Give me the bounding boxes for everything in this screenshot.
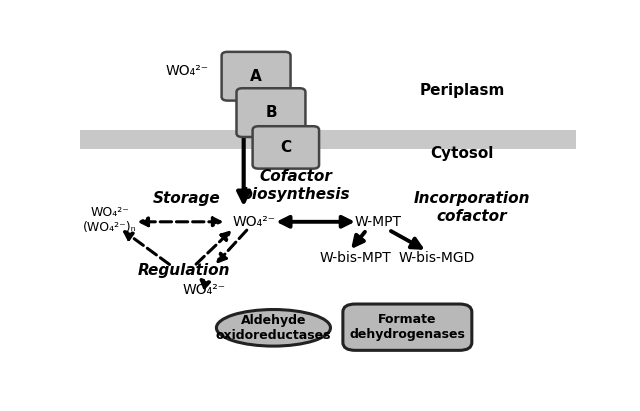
Text: Formate
dehydrogenases: Formate dehydrogenases — [349, 313, 465, 341]
Text: Cytosol: Cytosol — [430, 146, 493, 161]
Text: W-bis-MGD: W-bis-MGD — [399, 251, 476, 265]
Text: W-MPT: W-MPT — [354, 215, 401, 229]
FancyBboxPatch shape — [237, 88, 305, 137]
Text: Aldehyde
oxidoreductases: Aldehyde oxidoreductases — [216, 314, 331, 342]
Text: W-bis-MPT: W-bis-MPT — [319, 251, 391, 265]
FancyBboxPatch shape — [221, 52, 291, 101]
Text: A: A — [250, 69, 262, 84]
Text: WO₄²⁻: WO₄²⁻ — [182, 283, 225, 297]
Text: B: B — [265, 105, 276, 120]
FancyBboxPatch shape — [253, 126, 319, 169]
Ellipse shape — [216, 309, 330, 346]
Text: Incorporation
cofactor: Incorporation cofactor — [413, 192, 530, 224]
Text: Periplasm: Periplasm — [419, 83, 504, 98]
FancyBboxPatch shape — [343, 304, 472, 350]
Text: Cofactor
biosynthesis: Cofactor biosynthesis — [241, 169, 350, 202]
Text: C: C — [280, 140, 291, 155]
Bar — [80, 130, 576, 149]
Text: Regulation: Regulation — [138, 263, 230, 278]
Text: Storage: Storage — [153, 191, 221, 206]
Text: WO₄²⁻: WO₄²⁻ — [165, 65, 208, 79]
Text: WO₄²⁻
(WO₄²⁻)ₙ: WO₄²⁻ (WO₄²⁻)ₙ — [83, 206, 136, 234]
Text: WO₄²⁻: WO₄²⁻ — [232, 215, 275, 229]
